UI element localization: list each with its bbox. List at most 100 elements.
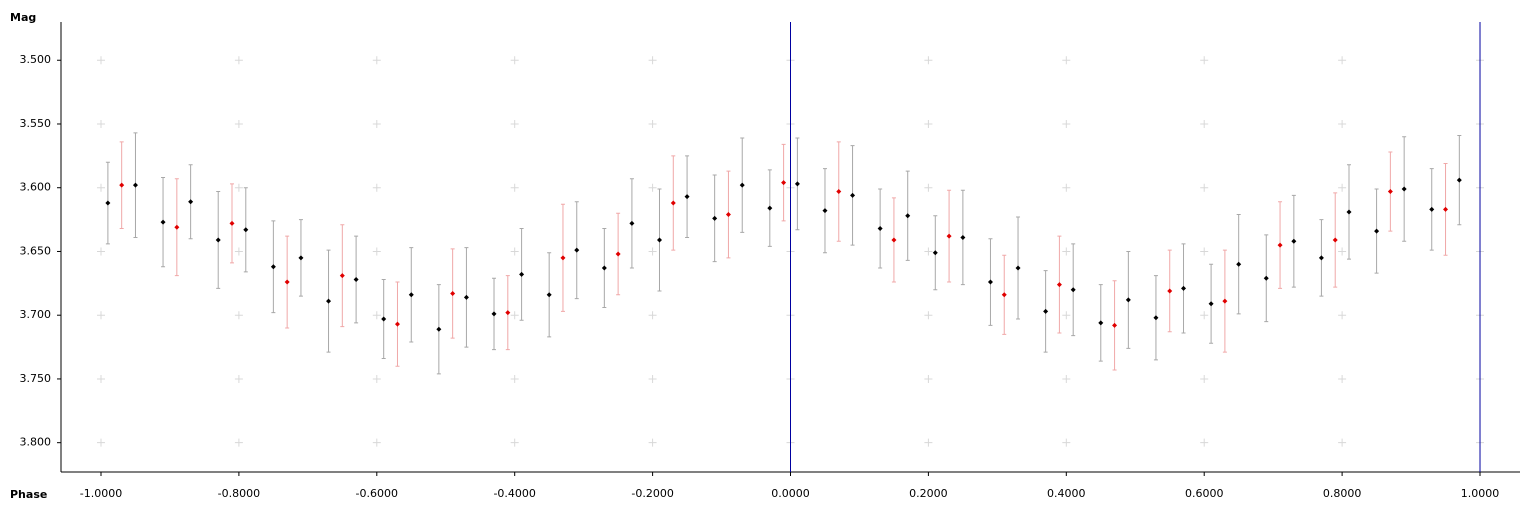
data-point xyxy=(946,233,952,239)
grid-cross xyxy=(96,374,105,383)
data-point xyxy=(491,311,497,317)
y-tick-label: 3.650 xyxy=(20,244,52,257)
grid-cross xyxy=(924,374,933,383)
grid-cross xyxy=(1062,374,1071,383)
data-point xyxy=(1015,265,1021,271)
data-point xyxy=(119,182,125,188)
data-point xyxy=(794,181,800,187)
data-point xyxy=(987,279,993,285)
data-point xyxy=(574,247,580,253)
x-tick-label: -0.2000 xyxy=(631,487,673,500)
grid-cross xyxy=(372,119,381,128)
grid-cross xyxy=(96,56,105,65)
data-point xyxy=(1332,237,1338,243)
grid-cross xyxy=(1338,438,1347,447)
data-point xyxy=(1277,242,1283,248)
data-point xyxy=(836,189,842,195)
data-point xyxy=(1125,297,1131,303)
grid-cross xyxy=(924,438,933,447)
data-point xyxy=(1263,275,1269,281)
data-point xyxy=(215,237,221,243)
grid-cross xyxy=(1200,247,1209,256)
data-point xyxy=(905,213,911,219)
data-point xyxy=(381,316,387,322)
data-point xyxy=(877,226,883,232)
grid-cross xyxy=(234,119,243,128)
data-point xyxy=(1346,209,1352,215)
data-point xyxy=(463,294,469,300)
grid-cross xyxy=(924,56,933,65)
data-point xyxy=(560,255,566,261)
x-tick-label: -0.8000 xyxy=(218,487,260,500)
grid-cross xyxy=(96,183,105,192)
grid-cross xyxy=(234,438,243,447)
y-tick-label: 3.800 xyxy=(20,436,52,449)
data-point xyxy=(656,237,662,243)
data-point xyxy=(1098,320,1104,326)
data-point xyxy=(601,265,607,271)
y-tick-label: 3.550 xyxy=(20,117,52,130)
y-axis-title: Mag xyxy=(10,11,36,24)
y-tick-label: 3.700 xyxy=(20,308,52,321)
grid-cross xyxy=(96,311,105,320)
data-point xyxy=(188,199,194,205)
data-point xyxy=(394,321,400,327)
x-axis-title: Phase xyxy=(10,488,47,501)
data-point xyxy=(519,271,525,277)
data-point xyxy=(1153,315,1159,321)
data-point xyxy=(822,208,828,214)
data-point xyxy=(767,205,773,211)
data-point xyxy=(160,219,166,225)
grid-cross xyxy=(924,119,933,128)
data-point xyxy=(629,220,635,226)
grid-cross xyxy=(234,247,243,256)
data-point xyxy=(712,215,718,221)
grid-cross xyxy=(924,247,933,256)
grid-cross xyxy=(372,311,381,320)
data-point xyxy=(243,227,249,233)
x-tick-label: 0.8000 xyxy=(1323,487,1362,500)
grid-cross xyxy=(234,56,243,65)
data-point xyxy=(105,200,111,206)
grid-cross xyxy=(234,374,243,383)
data-point xyxy=(739,182,745,188)
grid-cross xyxy=(372,183,381,192)
y-tick-label: 3.500 xyxy=(20,53,52,66)
grid-cross xyxy=(96,438,105,447)
grid-cross xyxy=(1200,56,1209,65)
data-point xyxy=(436,326,442,332)
x-tick-label: 1.0000 xyxy=(1461,487,1500,500)
y-tick-label: 3.750 xyxy=(20,372,52,385)
grid-cross xyxy=(510,56,519,65)
data-point xyxy=(1443,206,1449,212)
data-point xyxy=(1043,308,1049,314)
data-point xyxy=(546,292,552,298)
grid-cross xyxy=(1338,183,1347,192)
data-point xyxy=(1208,301,1214,307)
grid-cross xyxy=(96,247,105,256)
data-point xyxy=(132,182,138,188)
grid-cross xyxy=(234,311,243,320)
data-point xyxy=(270,264,276,270)
data-point xyxy=(670,200,676,206)
data-point xyxy=(1429,206,1435,212)
grid-cross xyxy=(1200,119,1209,128)
grid-cross xyxy=(924,311,933,320)
data-point xyxy=(932,250,938,256)
data-point xyxy=(781,180,787,186)
grid-cross xyxy=(648,438,657,447)
data-point xyxy=(1167,288,1173,294)
grid-cross xyxy=(1200,311,1209,320)
grid-cross xyxy=(924,183,933,192)
data-point xyxy=(1291,238,1297,244)
grid-cross xyxy=(648,183,657,192)
grid-cross xyxy=(648,56,657,65)
data-point xyxy=(960,234,966,240)
data-point xyxy=(1456,177,1462,183)
grid-cross xyxy=(510,311,519,320)
grid-cross xyxy=(1062,56,1071,65)
x-tick-label: 0.4000 xyxy=(1047,487,1086,500)
data-point xyxy=(284,279,290,285)
grid-cross xyxy=(372,374,381,383)
grid-cross xyxy=(648,311,657,320)
